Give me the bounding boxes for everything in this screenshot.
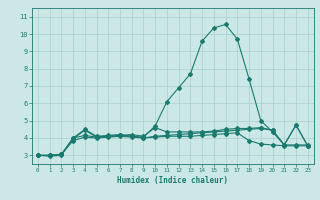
X-axis label: Humidex (Indice chaleur): Humidex (Indice chaleur) xyxy=(117,176,228,185)
